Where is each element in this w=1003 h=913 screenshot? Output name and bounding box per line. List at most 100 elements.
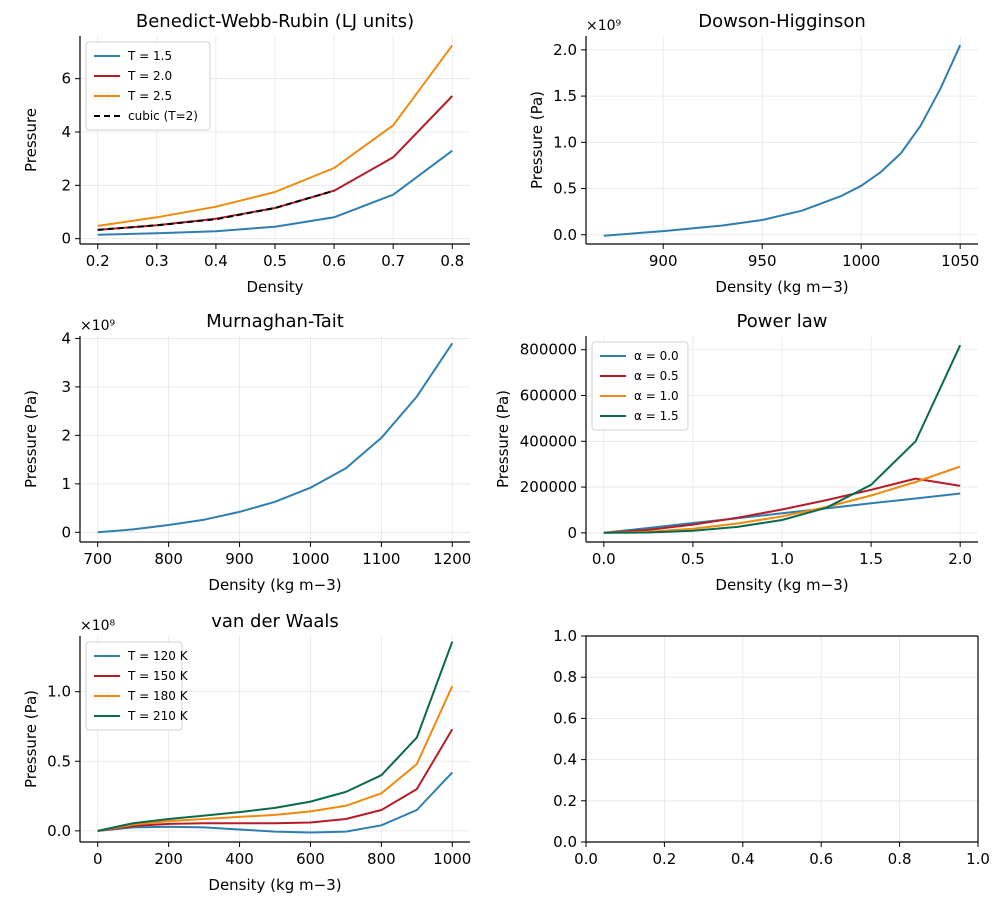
x-tick-label: 0.2 (86, 252, 110, 270)
y-tick-label: 2.0 (553, 41, 577, 59)
y-axis-label: Pressure (Pa) (528, 91, 546, 189)
legend-label: cubic (T=2) (128, 109, 198, 123)
y-tick-label: 2 (61, 176, 71, 194)
x-tick-label: 950 (748, 252, 777, 270)
x-tick-label: 1000 (433, 850, 471, 868)
y-tick-label: 6 (61, 70, 71, 88)
chart-title: Power law (737, 311, 828, 332)
x-axis-label: Density (kg m−3) (208, 576, 341, 594)
legend-label: α = 0.5 (634, 369, 679, 383)
y-tick-label: 0.8 (553, 668, 577, 686)
y-axis-label: Pressure (Pa) (494, 390, 512, 488)
series-line-0 (97, 149, 453, 236)
series-line-1 (97, 728, 454, 832)
x-tick-label: 1050 (941, 252, 979, 270)
x-tick-label: 900 (225, 550, 254, 568)
x-tick-label: 1100 (362, 550, 400, 568)
x-axis-label: Density (kg m−3) (715, 576, 848, 594)
series-line-3 (97, 641, 454, 832)
y-offset-label: ×10⁹ (80, 318, 116, 334)
x-tick-label: 400 (225, 850, 254, 868)
legend (85, 41, 211, 131)
chart-title: Benedict-Webb-Rubin (LJ units) (136, 11, 414, 32)
legend-label: α = 1.5 (634, 409, 679, 423)
x-tick-label: 1.0 (770, 550, 794, 568)
y-tick-label: 0.0 (553, 833, 577, 851)
chart-title: van der Waals (211, 611, 339, 632)
chart-title: Dowson-Higginson (698, 11, 865, 32)
chart-vdw: 0 200 400 600 800 1000 0.0 0.5 1.0 van der Waals D… (22, 611, 471, 894)
legend-label: T = 180 K (127, 689, 189, 703)
chart-dowson: 900 950 1000 1050 0.0 0.5 1.0 1.5 2.0 Dowson-Higg… (528, 11, 979, 296)
y-tick-label: 0 (61, 523, 71, 541)
chart-title: Murnaghan-Tait (206, 311, 344, 332)
legend-label: T = 1.5 (127, 49, 172, 63)
y-tick-label: 0.5 (553, 180, 577, 198)
x-tick-label: 0.6 (809, 850, 833, 868)
x-tick-label: 0.7 (381, 252, 405, 270)
x-tick-label: 0.2 (652, 850, 676, 868)
x-tick-label: 0.3 (145, 252, 169, 270)
x-tick-label: 900 (649, 252, 678, 270)
series-line-1 (603, 477, 961, 534)
x-tick-label: 1000 (842, 252, 880, 270)
series-line-0 (603, 492, 961, 534)
x-axis-label: Density (kg m−3) (208, 876, 341, 894)
series-line-0 (97, 771, 454, 834)
y-tick-label: 1.0 (47, 683, 71, 701)
legend-label: T = 150 K (127, 669, 189, 683)
y-axis-label: Pressure (Pa) (22, 390, 40, 488)
y-tick-label: 1.5 (553, 87, 577, 105)
legend-label: T = 120 K (127, 649, 189, 663)
y-offset-label: ×10⁹ (586, 18, 622, 34)
x-tick-label: 0.0 (574, 850, 598, 868)
x-tick-label: 1.0 (966, 850, 990, 868)
x-tick-label: 1200 (433, 550, 471, 568)
legend-label: T = 210 K (127, 709, 189, 723)
series-line-2 (603, 465, 961, 534)
y-tick-label: 3 (61, 378, 71, 396)
y-tick-label: 1 (61, 475, 71, 493)
legend-label: α = 0.0 (634, 349, 679, 363)
legend (591, 341, 689, 431)
x-tick-label: 800 (154, 550, 183, 568)
x-tick-label: 0.4 (731, 850, 755, 868)
legend (85, 641, 183, 731)
series-line-2 (97, 685, 454, 832)
x-axis-label: Density (246, 278, 303, 296)
x-tick-label: 600 (296, 850, 325, 868)
x-tick-label: 700 (83, 550, 112, 568)
x-tick-label: 200 (154, 850, 183, 868)
chart-powerlaw: 0.0 0.5 1.0 1.5 2.0 0 200000 400000 600000 800000… (494, 311, 978, 594)
chart-empty: 0.0 0.2 0.4 0.6 0.8 1.0 0.0 0.2 0.4 0.6 0.8 1.0 (553, 627, 990, 868)
y-tick-label: 4 (61, 123, 71, 141)
x-tick-label: 0.8 (888, 850, 912, 868)
y-tick-label: 1.0 (553, 627, 577, 645)
x-tick-label: 0.0 (592, 550, 616, 568)
legend-label: α = 1.0 (634, 389, 679, 403)
x-tick-label: 0.4 (204, 252, 228, 270)
x-tick-label: 0.6 (322, 252, 346, 270)
y-tick-label: 600000 (520, 387, 577, 405)
legend-label: T = 2.5 (127, 89, 172, 103)
series-line-3 (603, 344, 962, 534)
y-tick-label: 0 (61, 230, 71, 248)
y-tick-label: 0.0 (47, 822, 71, 840)
y-tick-label: 200000 (520, 478, 577, 496)
x-tick-label: 1.5 (859, 550, 883, 568)
y-tick-label: 800000 (520, 341, 577, 359)
chart-murnaghan: 700 800 900 1000 1100 1200 0 1 2 3 4 Murnaghan-Tait… (22, 311, 471, 594)
x-tick-label: 800 (367, 850, 396, 868)
y-tick-label: 0.4 (553, 751, 577, 769)
legend-label: T = 2.0 (127, 69, 172, 83)
y-tick-label: 0.2 (553, 792, 577, 810)
y-offset-label: ×10⁸ (80, 618, 116, 634)
x-tick-label: 0.8 (440, 252, 464, 270)
x-tick-label: 1000 (291, 550, 329, 568)
series-line-2 (97, 44, 454, 227)
y-tick-label: 400000 (520, 432, 577, 450)
series-line-0 (603, 44, 962, 237)
y-tick-label: 0.0 (553, 226, 577, 244)
series-line-0 (97, 342, 454, 534)
y-tick-label: 2 (61, 426, 71, 444)
